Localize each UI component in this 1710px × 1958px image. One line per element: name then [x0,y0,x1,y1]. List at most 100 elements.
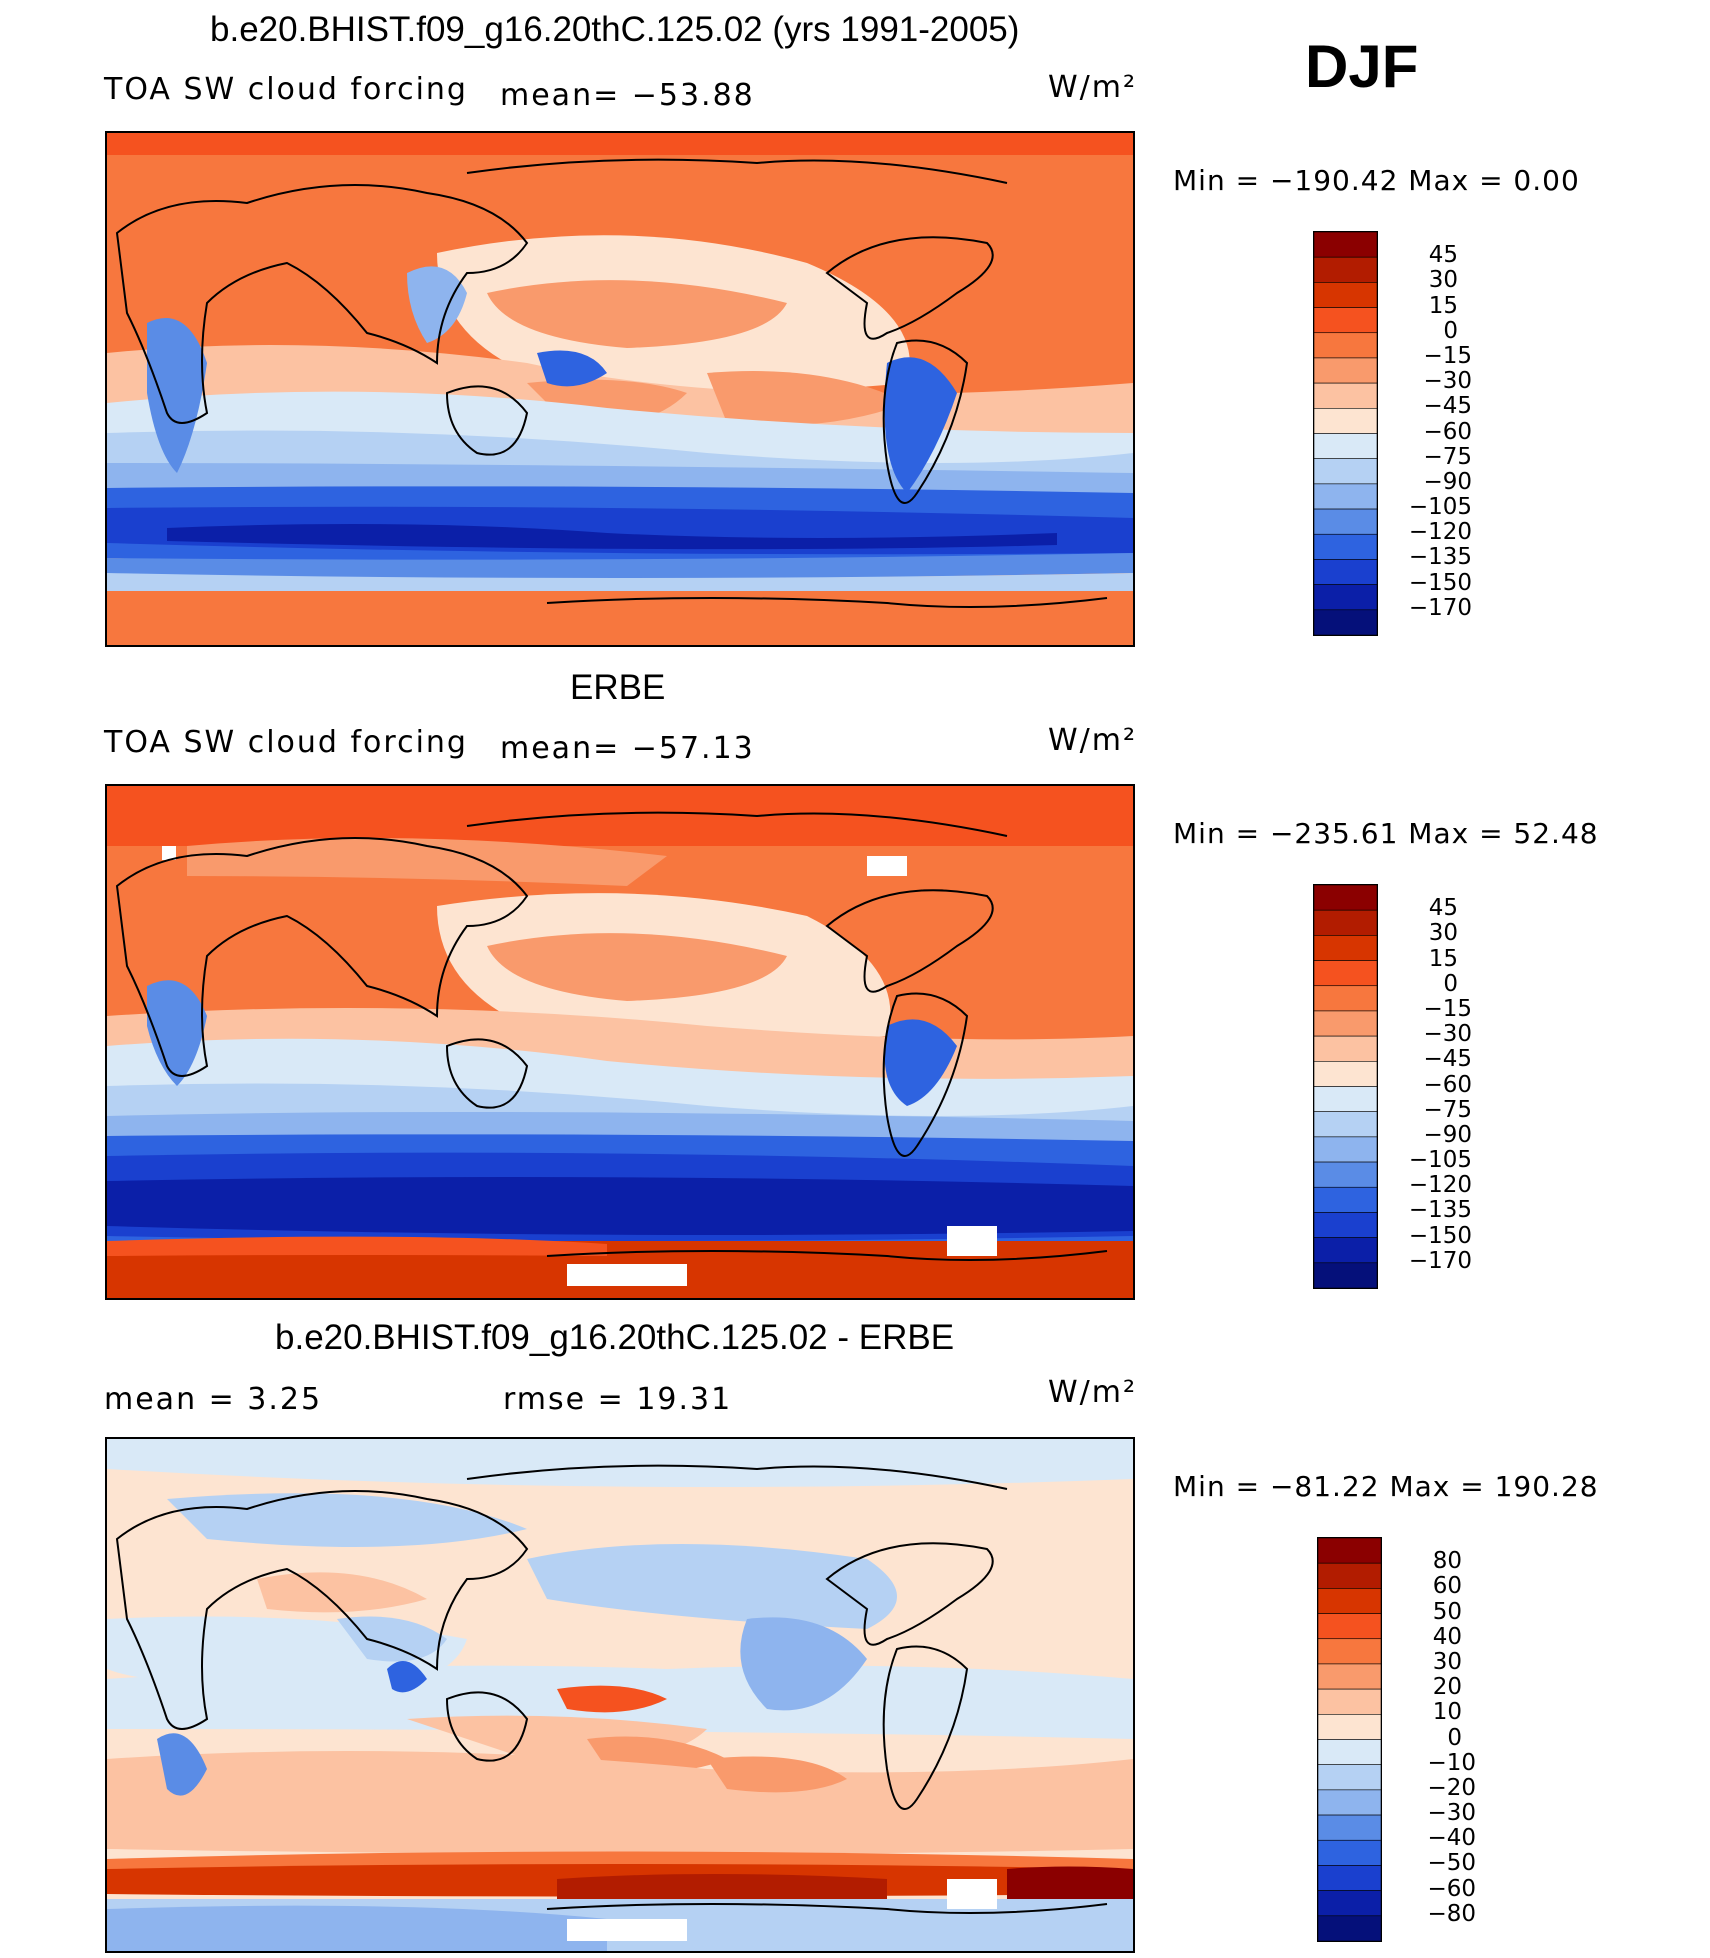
colorbar-tick-label: 80 [1432,1548,1462,1575]
colorbar-tick-label: −30 [1427,1800,1476,1827]
panel-2-minmax: Min = −235.61 Max = 52.48 [1173,817,1599,850]
colorbar-tick-label: 20 [1432,1674,1462,1701]
colorbar-swatch [1318,1789,1381,1816]
colorbar-tick-label: −15 [1423,995,1472,1022]
colorbar-tick-label: −45 [1423,393,1472,420]
panel-3-rmse: rmse = 19.31 [503,1382,733,1417]
colorbar-swatch [1318,1865,1381,1891]
colorbar-swatch [1314,1035,1377,1062]
panel-1-units: W/m² [1048,70,1138,105]
panel-3-mean: mean = 3.25 [104,1382,323,1417]
colorbar-tick-label: 0 [1447,1724,1462,1751]
colorbar-swatch [1314,909,1377,936]
panel-3-colorbar [1317,1537,1382,1942]
colorbar-tick-label: −40 [1427,1825,1476,1852]
colorbar-swatch [1314,885,1377,911]
colorbar-swatch [1314,382,1377,409]
panel-1-minmax: Min = −190.42 Max = 0.00 [1173,164,1580,197]
colorbar-swatch [1314,508,1377,535]
colorbar-tick-label: −120 [1408,1172,1472,1199]
colorbar-tick-label: −75 [1423,1096,1472,1123]
colorbar-tick-label: 0 [1443,970,1458,997]
colorbar-swatch [1314,1010,1377,1037]
colorbar-swatch [1314,559,1377,585]
colorbar-tick-label: −80 [1427,1900,1476,1927]
colorbar-tick-label: −30 [1423,368,1472,395]
colorbar-tick-label: −120 [1408,519,1472,546]
colorbar-tick-label: −135 [1408,544,1472,571]
colorbar-swatch [1318,1714,1381,1740]
colorbar-swatch [1318,1764,1381,1791]
panel-1-map [105,131,1135,647]
colorbar-swatch [1314,1061,1377,1087]
colorbar-tick-label: −170 [1408,594,1472,621]
colorbar-tick-label: −20 [1427,1774,1476,1801]
colorbar-swatch [1314,935,1377,961]
colorbar-tick-label: −10 [1427,1749,1476,1776]
colorbar-swatch [1314,282,1377,308]
colorbar-swatch [1314,584,1377,611]
colorbar-swatch [1314,357,1377,384]
colorbar-swatch [1314,1262,1377,1288]
colorbar-swatch [1314,1186,1377,1213]
panel-1-title: b.e20.BHIST.f09_g16.20thC.125.02 (yrs 19… [210,10,1020,49]
colorbar-tick-label: 45 [1428,242,1458,269]
panel-2-title: ERBE [570,668,666,707]
panel-1-colorbar-ticks: 45 30 15 0 −15 −30 −45 −60 −75 −90 −105 −120 −135 −15… [1392,231,1472,634]
colorbar-swatch [1314,985,1377,1012]
colorbar-tick-label: −105 [1408,1147,1472,1174]
colorbar-swatch [1314,483,1377,510]
season-label: DJF [1305,33,1419,100]
colorbar-tick-label: −150 [1408,1222,1472,1249]
colorbar-swatch [1314,408,1377,434]
colorbar-tick-label: 45 [1428,895,1458,922]
colorbar-swatch [1318,1613,1381,1640]
colorbar-swatch [1314,960,1377,987]
colorbar-swatch [1314,1086,1377,1112]
colorbar-swatch [1318,1538,1381,1564]
colorbar-swatch [1314,1111,1377,1138]
colorbar-swatch [1314,256,1377,283]
colorbar-swatch [1314,1136,1377,1163]
panel-1-colorbar [1313,231,1378,636]
colorbar-swatch [1314,533,1377,560]
panel-2-mean: mean= −57.13 [500,731,755,766]
colorbar-swatch [1314,232,1377,258]
panel-2-map [105,784,1135,1300]
colorbar-tick-label: 50 [1432,1598,1462,1625]
panel-3-title: b.e20.BHIST.f09_g16.20thC.125.02 - ERBE [275,1318,955,1357]
colorbar-tick-label: −90 [1423,1121,1472,1148]
colorbar-swatch [1318,1638,1381,1665]
colorbar-tick-label: −60 [1427,1875,1476,1902]
colorbar-swatch [1318,1588,1381,1614]
colorbar-swatch [1314,307,1377,334]
colorbar-swatch [1314,332,1377,359]
colorbar-tick-label: −150 [1408,569,1472,596]
colorbar-swatch [1318,1915,1381,1941]
panel-3-colorbar-ticks: 80 60 50 40 30 20 10 0 −10 −20 −30 −40 −50 −60 −80 [1396,1537,1476,1940]
colorbar-tick-label: −45 [1423,1046,1472,1073]
colorbar-tick-label: −170 [1408,1247,1472,1274]
colorbar-swatch [1314,1212,1377,1238]
colorbar-swatch [1314,458,1377,485]
colorbar-swatch [1318,1688,1381,1715]
colorbar-tick-label: 30 [1432,1648,1462,1675]
colorbar-tick-label: −30 [1423,1021,1472,1048]
panel-3-map [105,1437,1135,1953]
colorbar-tick-label: 0 [1443,317,1458,344]
panel-2-units: W/m² [1048,723,1138,758]
colorbar-swatch [1318,1562,1381,1589]
colorbar-tick-label: 30 [1428,920,1458,947]
colorbar-tick-label: −50 [1427,1850,1476,1877]
panel-1-mean: mean= −53.88 [500,78,755,113]
panel-3-units: W/m² [1048,1375,1138,1410]
colorbar-tick-label: −60 [1423,418,1472,445]
panel-2-colorbar-ticks: 45 30 15 0 −15 −30 −45 −60 −75 −90 −105 −120 −135 −15… [1392,884,1472,1287]
colorbar-swatch [1314,1237,1377,1264]
colorbar-tick-label: 60 [1432,1573,1462,1600]
colorbar-swatch [1318,1839,1381,1866]
colorbar-swatch [1318,1890,1381,1917]
panel-3-minmax: Min = −81.22 Max = 190.28 [1173,1470,1599,1503]
colorbar-swatch [1318,1814,1381,1841]
colorbar-swatch [1314,433,1377,459]
